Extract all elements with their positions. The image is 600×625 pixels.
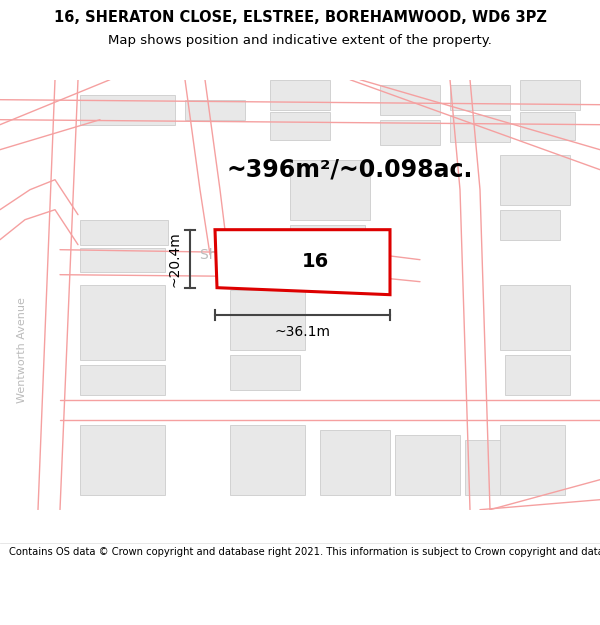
Polygon shape (520, 112, 575, 139)
Polygon shape (185, 99, 245, 120)
Polygon shape (230, 290, 305, 350)
Polygon shape (380, 84, 440, 115)
Polygon shape (380, 120, 440, 144)
Polygon shape (270, 79, 330, 110)
Polygon shape (80, 94, 175, 125)
Text: 16: 16 (301, 252, 329, 271)
Text: 16, SHERATON CLOSE, ELSTREE, BOREHAMWOOD, WD6 3PZ: 16, SHERATON CLOSE, ELSTREE, BOREHAMWOOD… (53, 10, 547, 25)
Polygon shape (450, 84, 510, 110)
Polygon shape (80, 425, 165, 495)
Polygon shape (450, 115, 510, 142)
Polygon shape (500, 285, 570, 350)
Polygon shape (230, 425, 305, 495)
Polygon shape (80, 285, 165, 359)
Polygon shape (500, 425, 565, 495)
Polygon shape (500, 154, 570, 205)
Polygon shape (230, 355, 300, 390)
Text: Map shows position and indicative extent of the property.: Map shows position and indicative extent… (108, 34, 492, 47)
Polygon shape (215, 229, 390, 294)
Text: ~396m²/~0.098ac.: ~396m²/~0.098ac. (227, 158, 473, 182)
Polygon shape (80, 248, 165, 272)
Polygon shape (395, 435, 460, 495)
Polygon shape (505, 355, 570, 395)
Text: Contains OS data © Crown copyright and database right 2021. This information is : Contains OS data © Crown copyright and d… (9, 548, 600, 558)
Polygon shape (320, 430, 390, 495)
Polygon shape (290, 224, 365, 249)
Polygon shape (80, 364, 165, 395)
Polygon shape (290, 159, 370, 219)
Polygon shape (270, 112, 330, 139)
Text: ~36.1m: ~36.1m (275, 325, 331, 339)
Polygon shape (500, 210, 560, 239)
Polygon shape (465, 440, 530, 495)
Polygon shape (520, 79, 580, 110)
Text: Wentworth Avenue: Wentworth Avenue (17, 297, 27, 402)
Polygon shape (80, 219, 168, 244)
Text: Sheraton Close: Sheraton Close (200, 248, 305, 262)
Text: ~20.4m: ~20.4m (168, 231, 182, 286)
